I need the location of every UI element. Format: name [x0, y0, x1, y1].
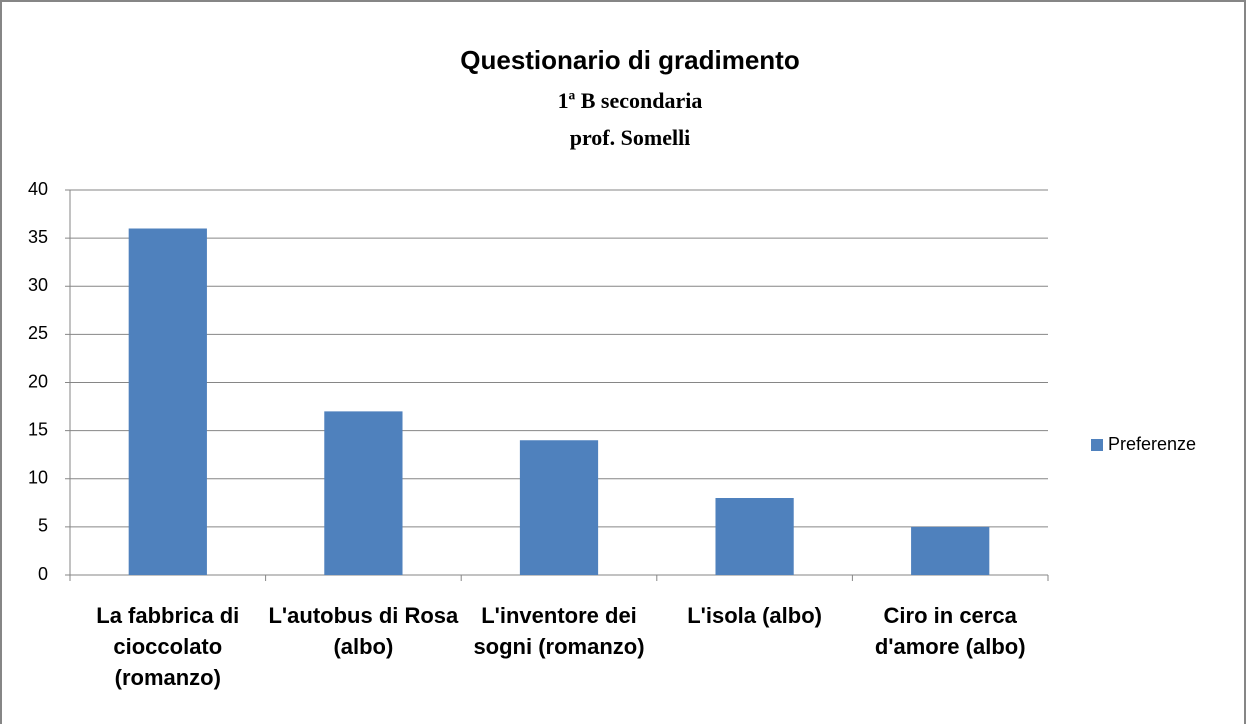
bar	[715, 498, 794, 575]
x-tick-label: L'isola (albo)	[687, 603, 822, 628]
chart-subtitle: 1ª B secondaria	[558, 88, 703, 113]
bar	[911, 526, 990, 575]
y-tick-label: 10	[28, 468, 48, 488]
x-tick-label: L'inventore dei sogni (romanzo)	[473, 603, 645, 659]
bar	[128, 228, 207, 575]
y-tick-label: 25	[28, 323, 48, 343]
y-tick-label: 40	[28, 179, 48, 199]
bar	[519, 440, 599, 575]
x-tick-label: L'autobus di Rosa (albo)	[268, 603, 459, 659]
y-tick-label: 35	[28, 227, 48, 247]
x-tick-label: Ciro in cerca d'amore (albo)	[874, 603, 1026, 659]
chart-subtitle: prof. Somelli	[570, 125, 691, 150]
legend-swatch	[1091, 439, 1103, 451]
y-tick-label: 15	[28, 419, 48, 439]
legend-label: Preferenze	[1108, 434, 1196, 454]
y-tick-label: 0	[38, 564, 48, 584]
y-tick-label: 30	[28, 275, 48, 295]
y-tick-label: 5	[38, 516, 48, 536]
x-tick-label: La fabbrica di cioccolato (romanzo)	[96, 603, 240, 690]
bar	[324, 411, 403, 575]
chart-title: Questionario di gradimento	[460, 45, 799, 75]
y-tick-label: 20	[28, 371, 48, 391]
